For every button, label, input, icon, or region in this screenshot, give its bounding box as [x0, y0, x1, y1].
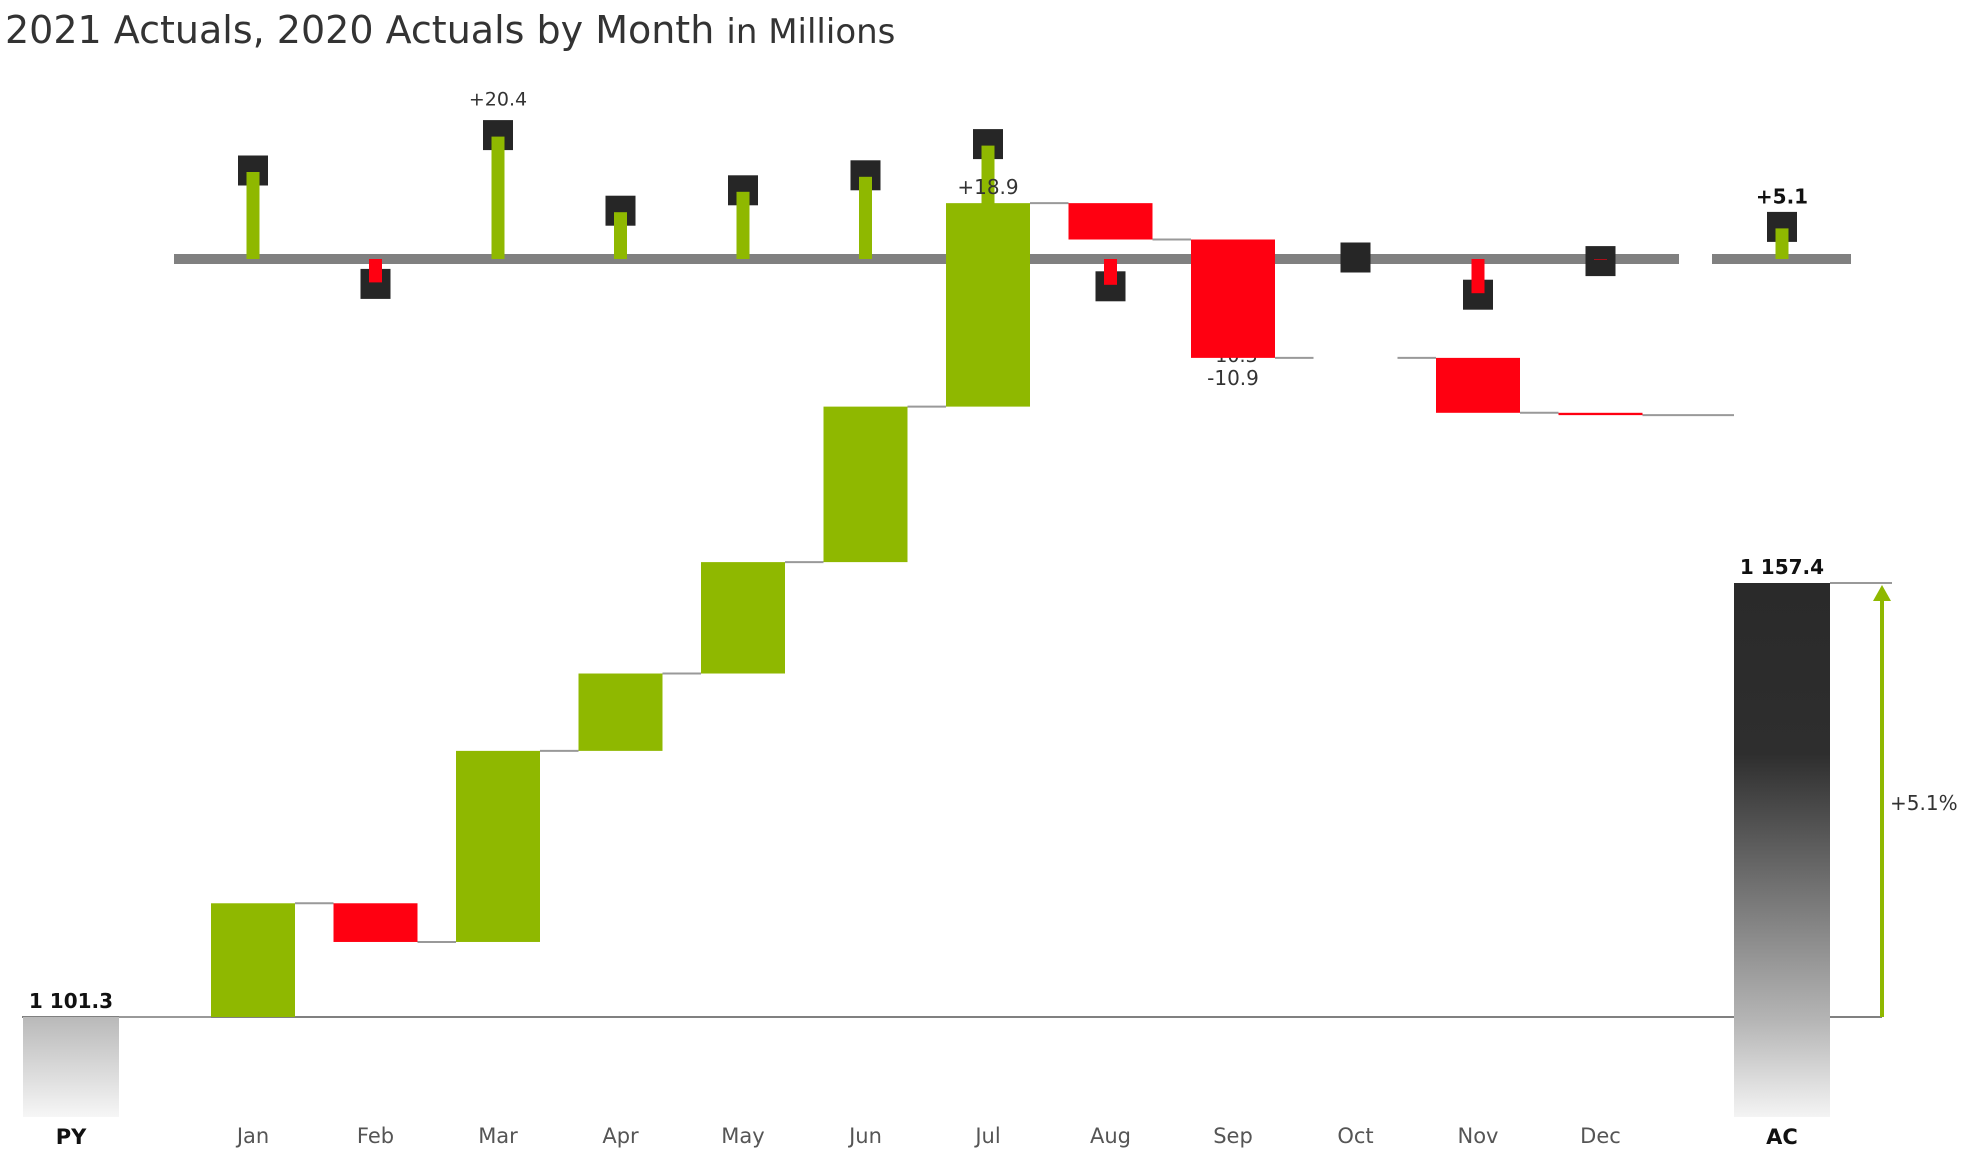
change-percent-label: +5.1% — [1890, 791, 1958, 815]
waterfall-chart: 1 101.3 PY Jan Feb Mar Apr May Jun Jul Aug Sep Oct N… — [22, 175, 1958, 1149]
variance-bar-may — [736, 191, 750, 259]
axis-label-jun: Jun — [847, 1124, 882, 1148]
waterfall-bar-jun — [823, 406, 908, 563]
axis-label-may: May — [721, 1124, 764, 1148]
py-value-label: 1 101.3 — [29, 989, 113, 1013]
waterfall-bar-may — [701, 562, 785, 674]
ac-value-label: 1 157.4 — [1740, 555, 1824, 579]
axis-label-feb: Feb — [357, 1124, 394, 1148]
waterfall-bar-mar — [456, 750, 540, 942]
waterfall-bar-jan — [211, 903, 295, 1017]
waterfall-bar-nov — [1436, 357, 1520, 413]
variance-bar-jun — [859, 176, 872, 259]
py-bar — [23, 1017, 119, 1117]
chart-title: 2021 Actuals, 2020 Actuals by Month in M… — [5, 8, 895, 52]
waterfall-bar-dec — [1558, 412, 1643, 416]
variance-bar-dec — [1594, 259, 1607, 260]
variance-marker-dec — [1585, 246, 1616, 277]
py-axis-label: PY — [56, 1125, 87, 1149]
waterfall-bar-apr — [578, 673, 663, 751]
variance-bar-oct — [1348, 258, 1363, 260]
variance-bar-nov — [1471, 259, 1485, 294]
axis-label-nov: Nov — [1458, 1124, 1499, 1148]
waterfall-bar-feb — [333, 903, 418, 942]
ac-bar — [1734, 583, 1830, 1117]
waterfall-bar-jul — [946, 203, 1030, 407]
variance-bar-apr — [614, 212, 627, 259]
waterfall-data-label: -10.9 — [1207, 366, 1259, 390]
change-arrow-head — [1873, 585, 1891, 601]
waterfall-bar-aug — [1068, 203, 1153, 240]
axis-label-oct: Oct — [1337, 1124, 1373, 1148]
variance-axis-line — [174, 254, 1679, 264]
variance-bar-jan — [246, 172, 260, 259]
waterfall-bar-sep — [1191, 239, 1275, 358]
axis-label-aug: Aug — [1090, 1124, 1131, 1148]
variance-bar-aug — [1104, 259, 1117, 285]
axis-label-sep: Sep — [1213, 1124, 1253, 1148]
chart-title-main: 2021 Actuals, 2020 Actuals by Month — [5, 8, 715, 52]
ac-axis-label: AC — [1766, 1125, 1798, 1149]
variance-data-label: +20.4 — [469, 89, 527, 111]
chart-title-suffix: in Millions — [726, 12, 896, 52]
variance-total-bar — [1775, 228, 1789, 259]
axis-label-jul: Jul — [973, 1124, 1000, 1148]
variance-bar-feb — [369, 259, 382, 283]
axis-label-apr: Apr — [602, 1124, 639, 1148]
axis-label-mar: Mar — [478, 1124, 518, 1148]
variance-marker-oct — [1340, 242, 1371, 273]
axis-label-dec: Dec — [1580, 1124, 1621, 1148]
variance-total-label: +5.1 — [1756, 184, 1808, 208]
axis-label-jan: Jan — [235, 1124, 269, 1148]
waterfall-data-label: +18.9 — [957, 175, 1018, 199]
variance-bar-mar — [491, 136, 505, 259]
